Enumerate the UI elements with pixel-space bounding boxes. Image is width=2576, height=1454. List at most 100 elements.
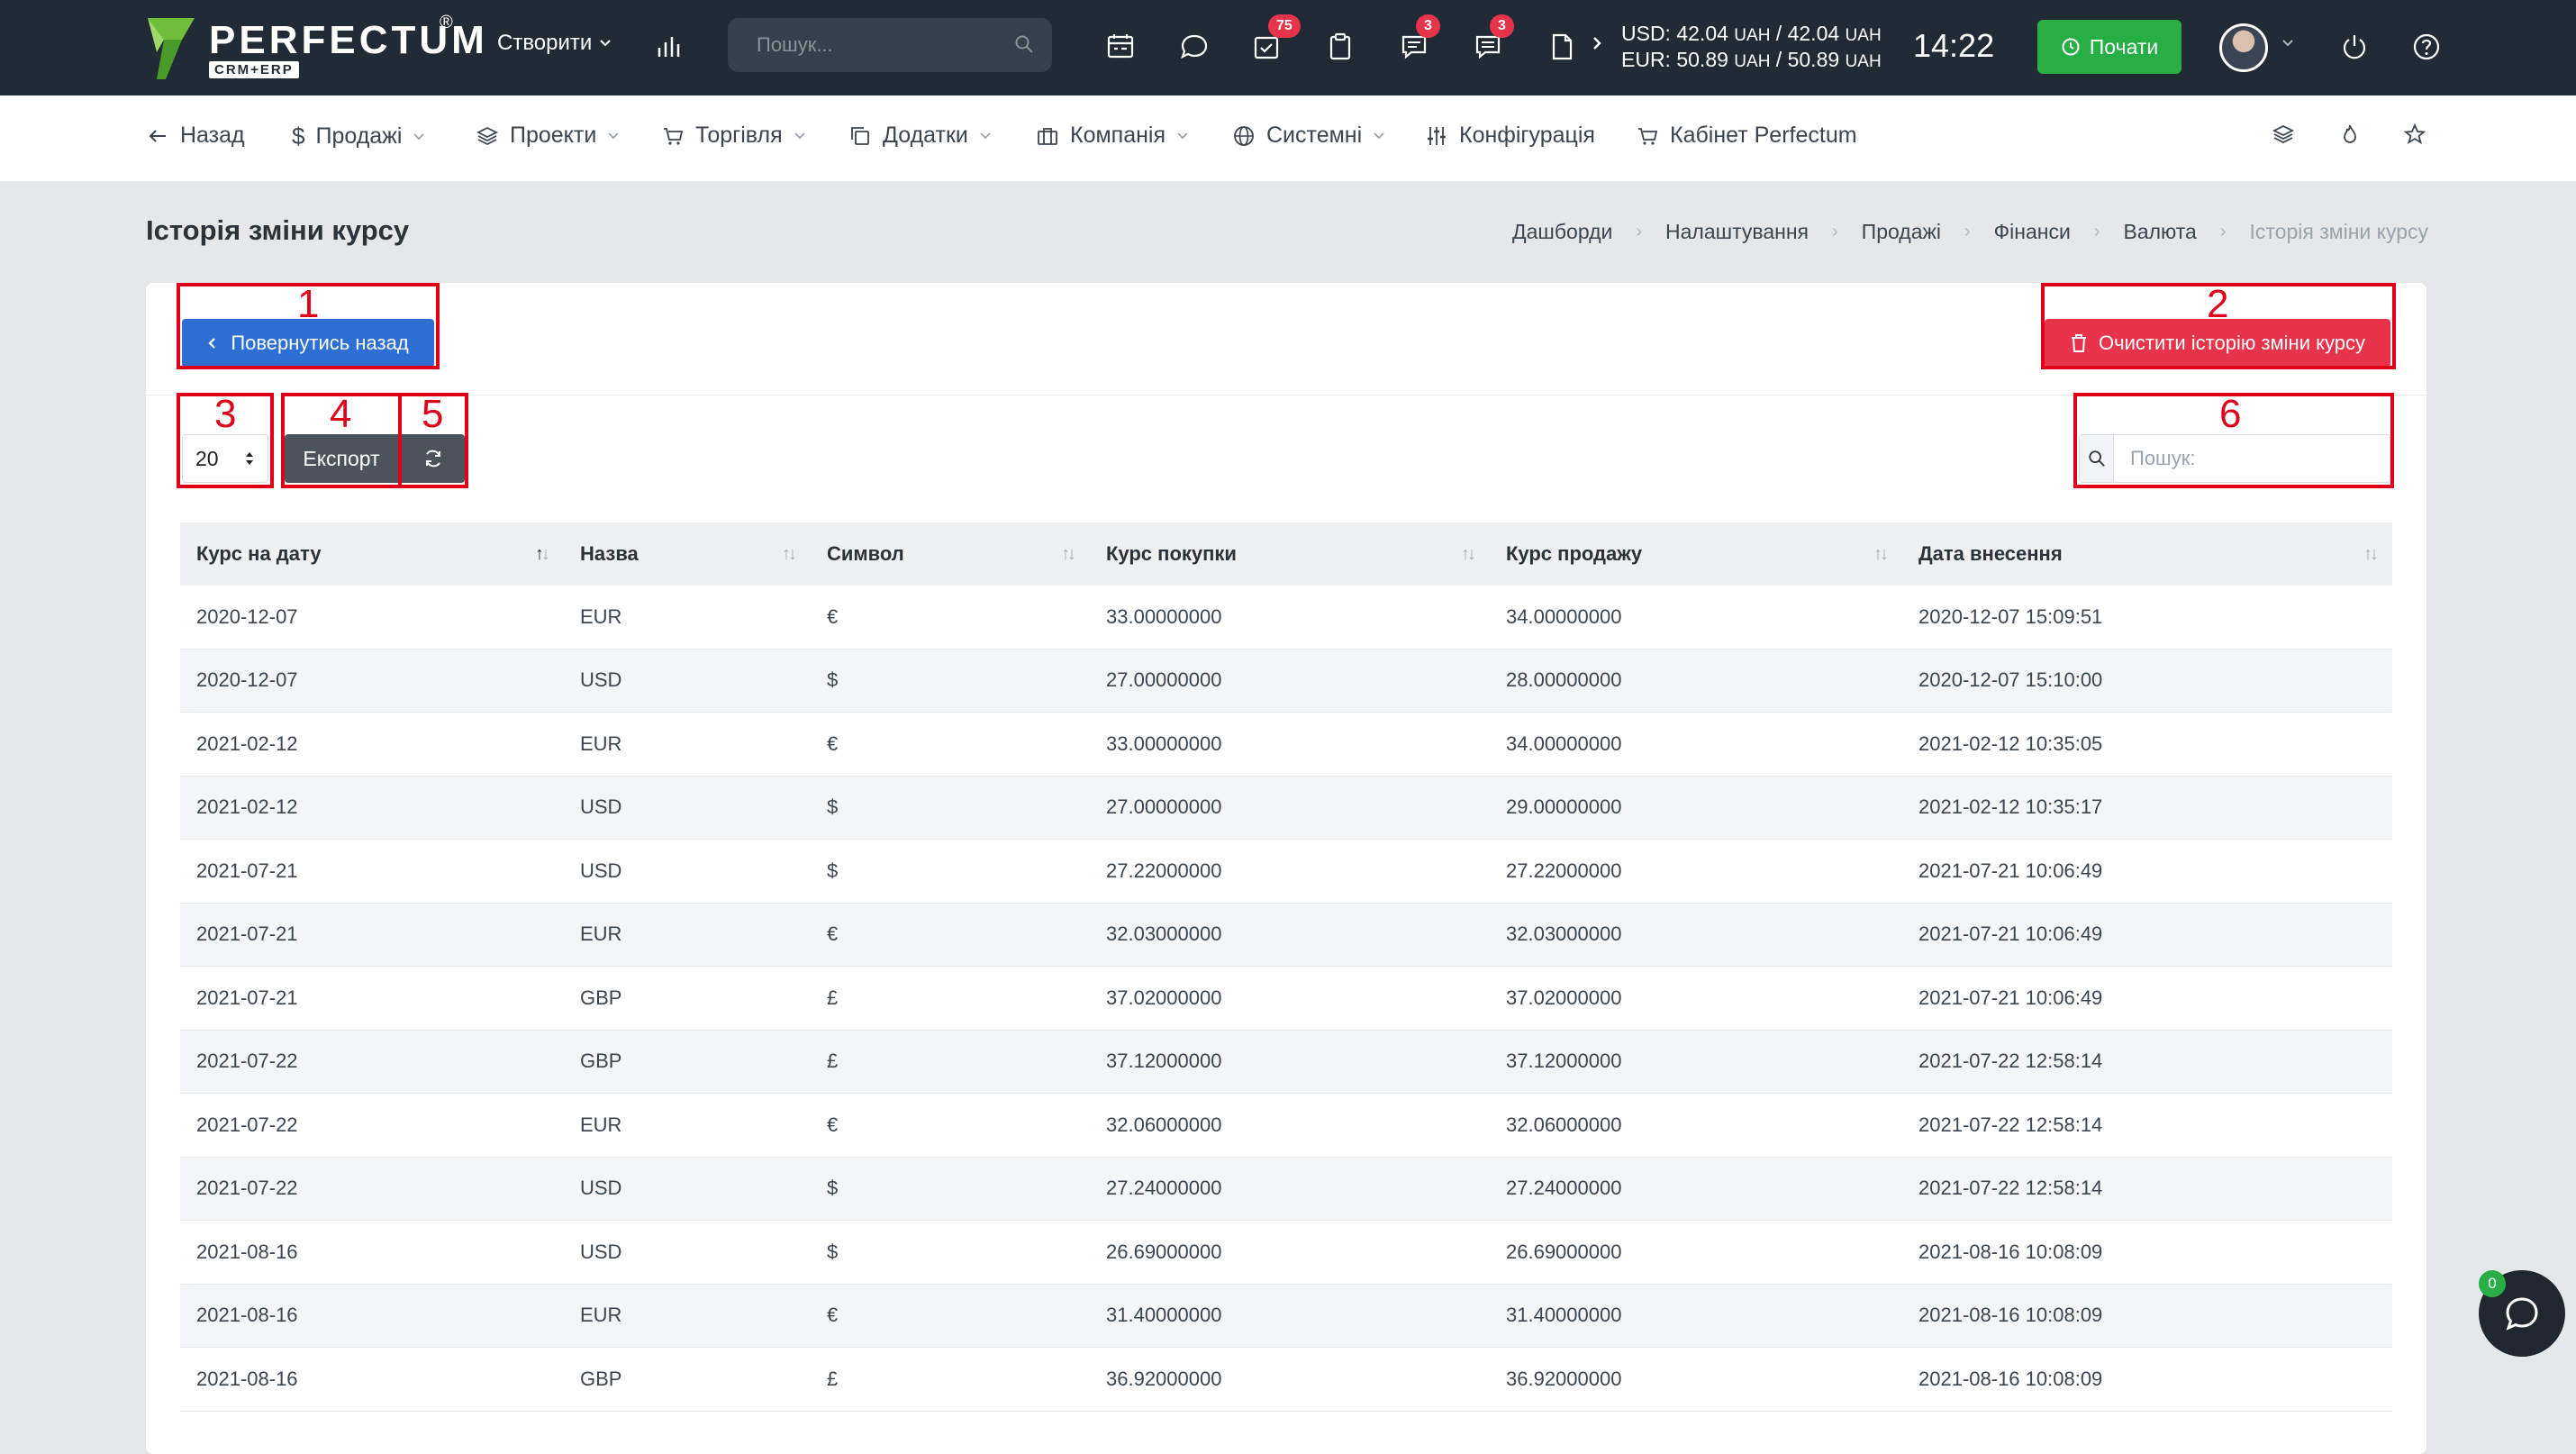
table-row[interactable]: 2020-12-07 USD $27.00000000 28.00000000 2020… — [180, 649, 2392, 713]
column-header-sell-rate[interactable]: Курс продажу ↑↓ — [1490, 523, 1902, 586]
rate-history-table: Курс на дату ↑↓ Назва ↑↓ Символ ↑↓ Курс … — [180, 523, 2392, 1412]
table-row[interactable]: 2021-07-22 USD $27.24000000 27.24000000 2021… — [180, 1157, 2392, 1221]
cell-symbol: $ — [827, 859, 839, 882]
cell-sell-rate: 36.92000000 — [1506, 1367, 1622, 1390]
nav-cabinet-label: Кабінет Perfectum — [1670, 123, 1857, 148]
clear-history-button[interactable]: Очистити історію зміни курсу — [2045, 319, 2390, 368]
eur-rate-value: EUR: 50.89 — [1621, 48, 1728, 71]
nav-config[interactable]: Конфігурація — [1425, 123, 1595, 149]
annotation-box-2 — [2041, 283, 2396, 369]
power-icon[interactable] — [2336, 29, 2372, 65]
nav-projects-label: Проекти — [510, 123, 597, 148]
copy-icon — [851, 126, 869, 145]
cell-sell-rate: 27.22000000 — [1506, 859, 1622, 882]
table-row[interactable]: 2020-12-07 EUR €33.00000000 34.00000000 2020… — [180, 586, 2392, 650]
column-header-label: Назва — [580, 542, 639, 565]
table-row[interactable]: 2021-07-21 EUR €32.03000000 32.03000000 2021… — [180, 903, 2392, 967]
table-row[interactable]: 2021-07-22 GBP £37.12000000 37.12000000 2021… — [180, 1030, 2392, 1094]
cell-entry-date: 2021-02-12 10:35:05 — [1918, 732, 2103, 755]
dollar-icon: $ — [292, 123, 305, 150]
cell-symbol: £ — [827, 1050, 839, 1073]
table-row[interactable]: 2021-07-21 GBP £37.02000000 37.02000000 2021… — [180, 967, 2392, 1031]
table-row[interactable]: 2021-08-16 USD $26.69000000 26.69000000 2021… — [180, 1221, 2392, 1285]
cell-name: EUR — [580, 1304, 622, 1327]
sort-icon: ↑↓ — [1061, 544, 1076, 564]
nav-company[interactable]: Компанія — [1036, 123, 1189, 149]
table-row[interactable]: 2021-07-22 EUR €32.06000000 32.06000000 2021… — [180, 1094, 2392, 1158]
clear-history-label: Очистити історію зміни курсу — [2099, 332, 2365, 354]
nav-addons-label: Додатки — [883, 123, 968, 148]
cell-name: GBP — [580, 1367, 622, 1390]
cell-entry-date: 2021-08-16 10:08:09 — [1918, 1240, 2103, 1263]
clipboard-icon[interactable] — [1322, 29, 1358, 65]
page-title: Історія зміни курсу — [146, 214, 410, 246]
messages-icon[interactable]: 3 — [1470, 14, 1514, 65]
calendar-icon[interactable] — [1102, 29, 1138, 65]
table-row[interactable]: 2021-07-21 USD $27.22000000 27.22000000 2021… — [180, 840, 2392, 904]
table-search-input[interactable] — [2114, 435, 2390, 482]
export-button[interactable]: Експорт — [285, 434, 398, 483]
column-header-symbol[interactable]: Символ ↑↓ — [811, 523, 1090, 586]
breadcrumb-settings[interactable]: Налаштування — [1665, 220, 1809, 243]
star-icon[interactable] — [2403, 123, 2426, 150]
table-row[interactable]: 2021-08-16 GBP £36.92000000 36.92000000 2021… — [180, 1348, 2392, 1412]
breadcrumb-finance[interactable]: Фінанси — [1993, 220, 2071, 243]
table-row[interactable]: 2021-08-16 EUR €31.40000000 31.40000000 2021… — [180, 1284, 2392, 1348]
cell-buy-rate: 33.00000000 — [1106, 604, 1222, 628]
table-body: 2020-12-07 EUR €33.00000000 34.00000000 2020… — [180, 586, 2392, 1412]
nav-trade[interactable]: Торгівля — [661, 123, 806, 149]
chat-icon[interactable]: 3 — [1396, 14, 1440, 65]
column-header-buy-rate[interactable]: Курс покупки ↑↓ — [1090, 523, 1490, 586]
fire-icon[interactable] — [2338, 123, 2362, 150]
cell-rate-date: 2020-12-07 — [196, 668, 298, 692]
tasks-icon[interactable]: 75 — [1248, 14, 1301, 65]
messages-badge: 3 — [1490, 14, 1514, 38]
avatar[interactable] — [2219, 23, 2268, 72]
back-button[interactable]: Повернутись назад — [182, 319, 434, 368]
help-icon[interactable] — [2408, 29, 2444, 65]
globe-icon — [1234, 125, 1254, 146]
cell-buy-rate: 31.40000000 — [1106, 1304, 1222, 1327]
annotation-box-6 — [2073, 393, 2394, 488]
breadcrumb-dashboards[interactable]: Дашборди — [1512, 220, 1613, 243]
start-button[interactable]: Почати — [2037, 20, 2181, 74]
global-search-input[interactable] — [757, 29, 991, 61]
table-search[interactable] — [2079, 434, 2390, 483]
column-header-rate-date[interactable]: Курс на дату ↑↓ — [180, 523, 564, 586]
refresh-button[interactable] — [402, 434, 465, 483]
global-search[interactable] — [728, 18, 1052, 72]
create-menu[interactable]: Створити — [497, 31, 612, 56]
breadcrumb-sales[interactable]: Продажі — [1861, 220, 1941, 243]
cell-rate-date: 2021-08-16 — [196, 1240, 298, 1263]
breadcrumb-current: Історія зміни курсу — [2249, 220, 2428, 243]
cell-rate-date: 2021-07-22 — [196, 1177, 298, 1200]
cell-entry-date: 2021-07-22 12:58:14 — [1918, 1050, 2103, 1073]
nav-addons[interactable]: Додатки — [848, 123, 992, 149]
document-icon[interactable] — [1544, 29, 1580, 65]
nav-sales[interactable]: $ Продажі — [292, 123, 425, 150]
breadcrumb-currency[interactable]: Валюта — [2123, 220, 2197, 243]
page-size-select[interactable]: 20 — [182, 434, 268, 483]
annotation-label-5: 5 — [422, 392, 444, 436]
comment-icon[interactable] — [1176, 29, 1212, 65]
cell-sell-rate: 27.24000000 — [1506, 1177, 1622, 1200]
cell-symbol: € — [827, 1304, 839, 1327]
cell-buy-rate: 27.00000000 — [1106, 668, 1222, 692]
cell-symbol: £ — [827, 986, 839, 1009]
table-row[interactable]: 2021-02-12 EUR €33.00000000 34.00000000 2021… — [180, 713, 2392, 777]
column-header-entry-date[interactable]: Дата внесення ↑↓ — [1902, 523, 2392, 586]
nav-projects[interactable]: Проекти — [476, 123, 620, 149]
sort-icon: ↑↓ — [1873, 544, 1889, 564]
cell-name: EUR — [580, 732, 622, 755]
nav-back[interactable]: Назад — [146, 123, 245, 149]
brand-logo[interactable]: PERFECTUM ® CRM+ERP — [146, 13, 485, 83]
chevron-right-icon[interactable] — [1591, 34, 1603, 52]
nav-cabinet[interactable]: Кабінет Perfectum — [1636, 123, 1857, 149]
nav-system[interactable]: Системні — [1232, 123, 1385, 149]
chevron-down-icon[interactable] — [2281, 36, 2295, 50]
stats-icon[interactable] — [652, 29, 688, 65]
table-row[interactable]: 2021-02-12 USD $27.00000000 29.00000000 2021… — [180, 776, 2392, 840]
cell-sell-rate: 34.00000000 — [1506, 732, 1622, 755]
column-header-name[interactable]: Назва ↑↓ — [564, 523, 811, 586]
layers-icon[interactable] — [2272, 123, 2295, 150]
